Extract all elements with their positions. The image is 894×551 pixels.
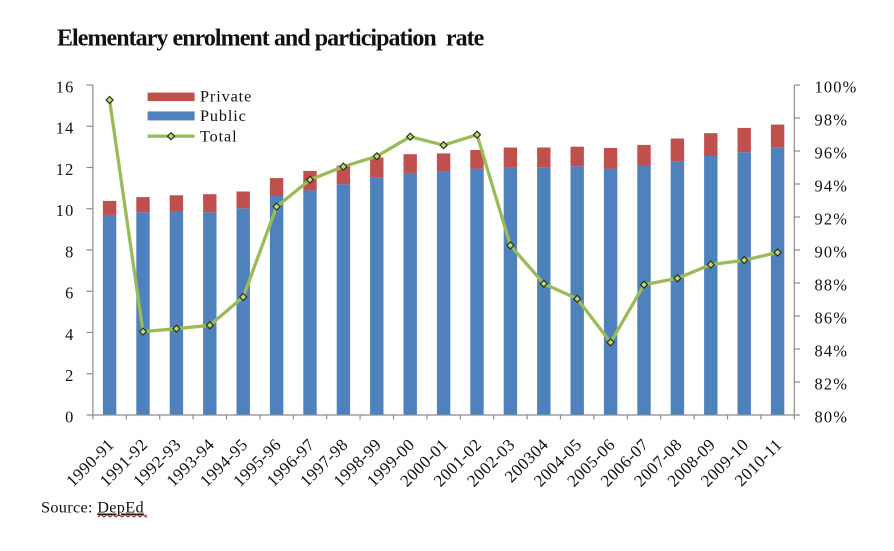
svg-text:84%: 84% [815, 341, 849, 360]
svg-text:Elementary enrolment and parti: Elementary enrolment and participation r… [57, 26, 485, 52]
svg-text:4: 4 [65, 325, 74, 344]
svg-text:94%: 94% [815, 176, 849, 195]
svg-text:100%: 100% [815, 77, 858, 96]
svg-text:14: 14 [56, 119, 75, 138]
svg-text:0: 0 [65, 407, 74, 426]
svg-text:Source: DepEd: Source: DepEd [41, 498, 144, 517]
svg-text:90%: 90% [815, 242, 849, 261]
svg-text:12: 12 [56, 160, 75, 179]
svg-text:98%: 98% [815, 110, 849, 129]
svg-text:92%: 92% [815, 209, 849, 228]
svg-text:Private: Private [200, 88, 252, 106]
svg-text:88%: 88% [815, 275, 849, 294]
svg-text:2: 2 [65, 366, 74, 385]
svg-text:10: 10 [56, 201, 75, 220]
svg-text:80%: 80% [815, 407, 849, 426]
svg-text:86%: 86% [815, 308, 849, 327]
svg-text:Public: Public [200, 107, 247, 125]
svg-text:8: 8 [65, 242, 74, 261]
svg-text:6: 6 [65, 284, 74, 303]
svg-text:Total: Total [200, 127, 238, 145]
svg-text:96%: 96% [815, 143, 849, 162]
svg-text:82%: 82% [815, 374, 849, 393]
svg-text:16: 16 [56, 77, 75, 96]
